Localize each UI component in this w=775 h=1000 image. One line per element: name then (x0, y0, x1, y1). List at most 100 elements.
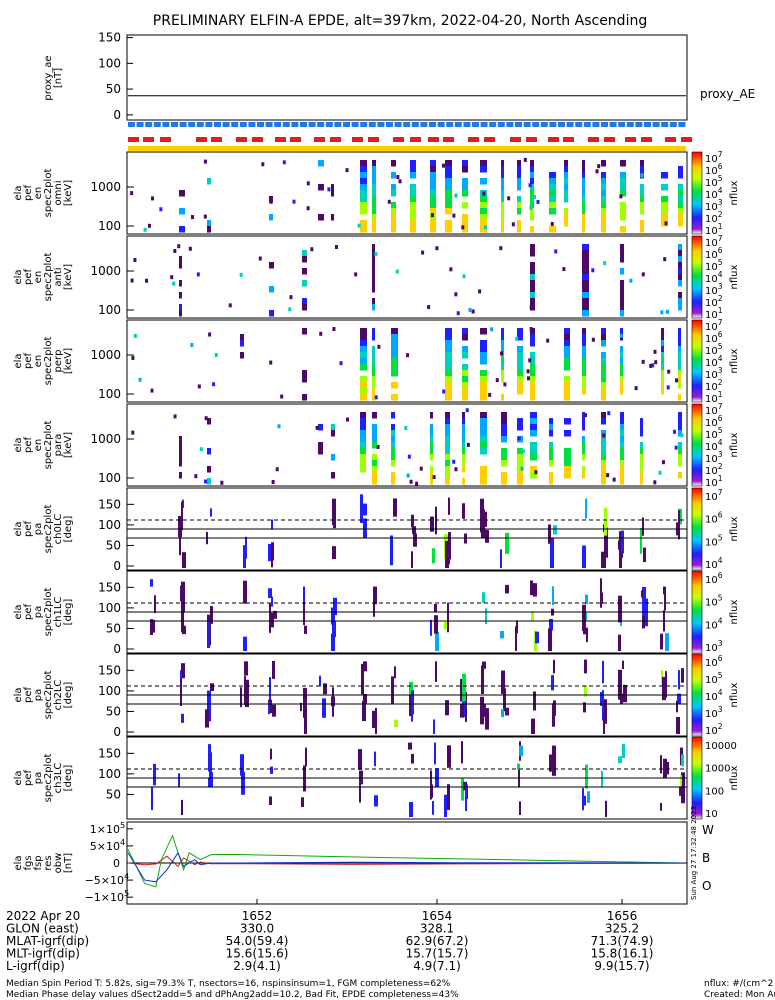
energy-panel-1-cell (530, 244, 535, 251)
status-bar-red-segment (290, 137, 301, 142)
energy-panel-2-cell (391, 328, 398, 335)
energy-panel-2-cell (651, 363, 655, 368)
energy-panel-3-cell (480, 424, 487, 431)
energy-panel-2-tick-label: 100 (98, 387, 121, 401)
pa-panel-3-cell (411, 753, 414, 764)
energy-panel-0-cell (678, 166, 683, 173)
energy-panel-3-cell (406, 473, 410, 478)
pa-panel-2-cell (462, 673, 466, 702)
energy-panel-1-cell (269, 310, 274, 317)
status-bar-red-segment (236, 137, 247, 142)
energy-panel-3-cell (194, 474, 198, 479)
pa-panel-1-cell (585, 594, 588, 605)
pa-panel-2-cbar-label: nflux (729, 682, 740, 707)
energy-panel-2-cell (661, 358, 664, 365)
pa-panel-1-cell (210, 606, 213, 624)
energy-panel-0-cell (462, 214, 468, 221)
energy-panel-0-cell (396, 175, 400, 180)
pa-panel-0-cell (393, 498, 397, 517)
energy-panel-2-cell (661, 352, 664, 359)
energy-panel-3-cell (480, 430, 487, 437)
pa-panel-2-ylabel-line: pa (33, 689, 44, 701)
pa-panel-3-cell (587, 791, 590, 803)
energy-panel-1-ylabel-rot: ela pef en spec2plot anti [keV] (13, 253, 74, 302)
energy-panel-0-cell (179, 190, 185, 197)
energy-panel-2-cell (601, 370, 606, 377)
energy-panel-0-cell (620, 202, 626, 209)
energy-panel-0-cell (360, 166, 367, 173)
pa-panel-2-cell (618, 669, 622, 700)
energy-panel-0-cell (430, 196, 436, 203)
pa-panel-1-cell (434, 604, 437, 613)
energy-panel-2-cell (302, 328, 307, 335)
pa-panel-3-tick-label: 50 (106, 787, 121, 801)
field-ylabel-line: fsp (33, 855, 44, 870)
energy-panel-3-cell (179, 448, 182, 455)
energy-panel-0-cell (391, 184, 396, 191)
energy-panel-3-cell (549, 460, 553, 467)
energy-panel-3-cell (678, 424, 682, 431)
pa-panel-2-cell (433, 719, 435, 734)
pa-panel-1-tick-label: 100 (98, 601, 121, 615)
energy-panel-3-cell (517, 448, 523, 455)
energy-panel-3-cell (430, 454, 433, 461)
energy-panel-3-cell (391, 412, 395, 419)
pa-panel-0-cell (210, 508, 212, 517)
energy-panel-3-tick-label: 1000 (90, 432, 121, 446)
pa-panel-0-cell (484, 511, 487, 527)
energy-panel-1-cell (179, 256, 182, 263)
pa-panel-0-cell (411, 551, 413, 568)
energy-panel-2-cell (319, 331, 323, 336)
energy-panel-3-cell (549, 430, 553, 437)
energy-panel-2-cell (517, 388, 523, 395)
energy-panel-3-cell (678, 454, 682, 461)
energy-panel-2-cell (582, 334, 586, 341)
energy-panel-1-cell (530, 268, 535, 275)
energy-panel-2-cell (620, 370, 623, 377)
status-bar-blue-segment (325, 122, 333, 127)
pa-panel-3-cell (359, 782, 361, 796)
energy-panel-2-cell (678, 334, 681, 341)
pa-panel-0-cell (182, 552, 186, 568)
energy-panel-1-cell (334, 245, 338, 250)
energy-panel-0-cell (564, 184, 568, 191)
energy-panel-3-cell (452, 459, 456, 464)
energy-panel-2-cell (480, 358, 487, 365)
pa-panel-3-colorbar (691, 736, 703, 820)
energy-panel-3-cell (360, 448, 366, 455)
pa-panel-0-cell (268, 543, 272, 562)
energy-panel-2-cell (302, 370, 307, 377)
energy-panel-0-cell (207, 178, 211, 185)
pa-panel-0-tick-label: 100 (98, 518, 121, 532)
energy-panel-3-cell (501, 448, 507, 455)
energy-panel-2-cell (517, 382, 523, 389)
status-bar-red-segment (160, 137, 171, 142)
energy-panel-1-ylabel-line: anti (53, 267, 64, 286)
energy-panel-0-cell (480, 220, 487, 227)
energy-panel-2-cell (620, 346, 623, 353)
energy-panel-2-cell (530, 382, 535, 389)
pa-panel-3-cell (153, 763, 156, 786)
energy-panel-0-cell (480, 166, 487, 173)
energy-panel-1-cell (179, 292, 182, 299)
energy-panel-0-cell (372, 172, 376, 179)
energy-panel-2-cell (488, 392, 492, 397)
pa-panel-0-ylabel-rot: ela pef pa spec2plot ch0LC [deg] (13, 505, 74, 554)
status-bar-blue-segment (308, 122, 316, 127)
pa-panel-1-cell (181, 604, 184, 633)
energy-panel-3-cell (582, 466, 585, 473)
pa-panel-1-ylabel-line: ch1LC (53, 597, 64, 628)
status-bar-red-segment (443, 137, 454, 142)
energy-panel-3-cell (601, 430, 606, 437)
energy-panel-3-cell (462, 460, 465, 467)
pa-panel-2-cell (394, 666, 396, 679)
pa-panel-1-cell (530, 580, 533, 596)
energy-panel-0-cell (501, 220, 504, 227)
status-bar-blue-segment (360, 122, 368, 127)
energy-panel-2-cell (445, 394, 452, 401)
pa-panel-0-ylabel-line: [deg] (63, 516, 74, 543)
energy-panel-3-cell (640, 442, 643, 449)
energy-panel-3-cell (204, 416, 208, 421)
energy-panel-2-ylabel-line: en (33, 355, 44, 368)
energy-panel-0-cell (523, 157, 527, 162)
